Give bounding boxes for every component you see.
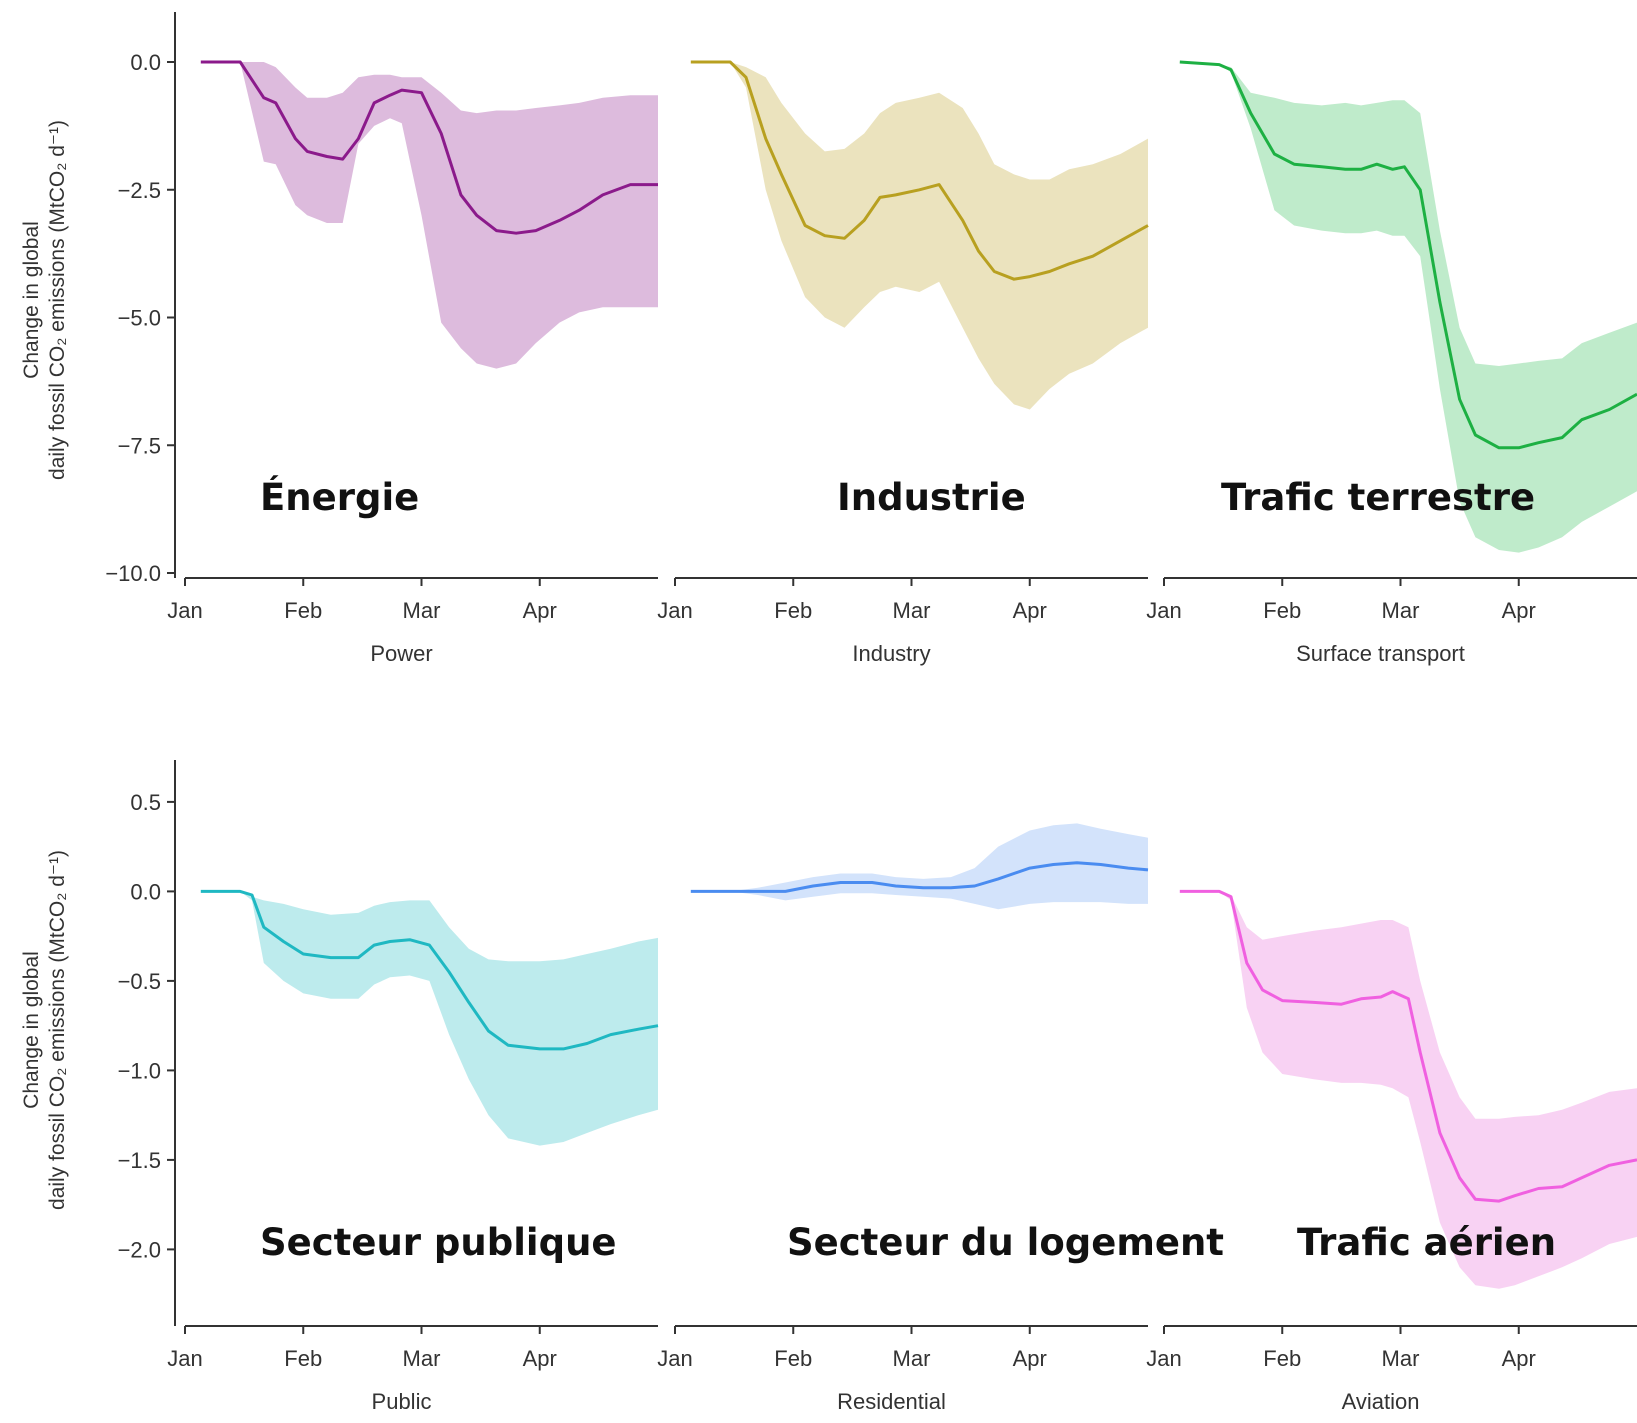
industry-x-tick-label: Apr	[1013, 598, 1047, 623]
surface-transport-french-label: Trafic terrestre	[1221, 476, 1535, 519]
aviation-x-tick-label: Feb	[1263, 1346, 1301, 1371]
residential-x-tick-label: Feb	[774, 1346, 812, 1371]
power-uncertainty-band	[200, 62, 659, 369]
power-y-tick-label: −7.5	[118, 433, 161, 458]
residential-x-tick-label: Mar	[893, 1346, 931, 1371]
y-axis-title-top-line1: Change in global	[20, 221, 43, 379]
public-y-tick-label: −0.5	[118, 969, 161, 994]
aviation-panel: Jan Feb Mar Apr Aviation Trafic aérien	[1146, 889, 1637, 1414]
power-y-tick-label: 0.0	[130, 50, 161, 75]
industry-x-axis-label: Industry	[852, 641, 930, 666]
surface-transport-x-tick-label: Mar	[1382, 598, 1420, 623]
residential-panel: Jan Feb Mar Apr Residential Secteur du logeme…	[657, 823, 1224, 1414]
power-y-tick-label: −5.0	[118, 306, 161, 331]
public-y-tick-label: 0.0	[130, 879, 161, 904]
aviation-x-tick-label: Apr	[1502, 1346, 1536, 1371]
power-mean-line	[200, 60, 658, 235]
public-x-tick-label: Feb	[284, 1346, 322, 1371]
power-x-tick-label: Jan	[167, 598, 202, 623]
public-y-tick-label: 0.5	[130, 790, 161, 815]
industry-x-tick-label: Jan	[657, 598, 692, 623]
aviation-mean-line	[1179, 889, 1637, 1203]
power-x-axis-label: Power	[370, 641, 432, 666]
surface-transport-x-tick-label: Apr	[1502, 598, 1536, 623]
aviation-french-label: Trafic aérien	[1297, 1221, 1556, 1264]
residential-x-tick-label: Apr	[1013, 1346, 1047, 1371]
y-axis-title-bottom-line1: Change in global	[20, 951, 43, 1109]
residential-mean-line	[690, 861, 1149, 893]
surface-transport-x-axis-label: Surface transport	[1296, 641, 1465, 666]
residential-uncertainty-band	[690, 823, 1148, 910]
public-x-tick-label: Jan	[167, 1346, 202, 1371]
surface-transport-mean-line	[1179, 60, 1637, 450]
y-axis-title-bottom-line2: daily fossil CO₂ emissions (MtCO₂ d⁻¹)	[46, 850, 69, 1210]
power-y-tick-label: −10.0	[105, 561, 161, 586]
public-panel: Jan Feb Mar Apr Public 0.5 0.0 −0.5 −1.0 −1.5 −2.0…	[118, 760, 659, 1414]
power-x-tick-label: Feb	[284, 598, 322, 623]
power-french-label: Énergie	[260, 475, 419, 519]
public-x-tick-label: Apr	[523, 1346, 557, 1371]
chart-panels: Jan Feb Mar Apr Power 0.0 −2.5 −5.0 −7.5 −10.0 Éne…	[105, 12, 1637, 1414]
public-x-tick-label: Mar	[403, 1346, 441, 1371]
surface-transport-uncertainty-band	[1179, 62, 1637, 553]
industry-french-label: Industrie	[837, 476, 1026, 519]
surface-transport-x-tick-label: Jan	[1146, 598, 1181, 623]
industry-x-tick-label: Feb	[774, 598, 812, 623]
power-x-tick-label: Apr	[523, 598, 557, 623]
industry-mean-line	[690, 60, 1149, 281]
public-y-tick-label: −2.0	[118, 1237, 161, 1262]
power-x-tick-label: Mar	[403, 598, 441, 623]
residential-french-label: Secteur du logement	[787, 1221, 1224, 1264]
industry-x-tick-label: Mar	[893, 598, 931, 623]
public-y-tick-label: −1.0	[118, 1058, 161, 1083]
industry-uncertainty-band	[690, 62, 1148, 410]
public-x-axis-label: Public	[372, 1389, 432, 1414]
public-y-tick-label: −1.5	[118, 1148, 161, 1173]
surface-transport-panel: Jan Feb Mar Apr Surface transport Trafic terr…	[1146, 60, 1637, 666]
aviation-uncertainty-band	[1179, 891, 1637, 1289]
power-y-tick-label: −2.5	[118, 178, 161, 203]
industry-panel: Jan Feb Mar Apr Industry Industrie	[657, 60, 1149, 666]
residential-x-axis-label: Residential	[837, 1389, 946, 1414]
aviation-x-tick-label: Mar	[1382, 1346, 1420, 1371]
power-panel: Jan Feb Mar Apr Power 0.0 −2.5 −5.0 −7.5 −10.0 Éne…	[105, 12, 659, 666]
aviation-x-tick-label: Jan	[1146, 1346, 1181, 1371]
public-mean-line	[200, 889, 659, 1051]
residential-x-tick-label: Jan	[657, 1346, 692, 1371]
y-axis-title-top-line2: daily fossil CO₂ emissions (MtCO₂ d⁻¹)	[46, 120, 69, 480]
public-french-label: Secteur publique	[260, 1221, 617, 1264]
surface-transport-x-tick-label: Feb	[1263, 598, 1301, 623]
aviation-x-axis-label: Aviation	[1342, 1389, 1420, 1414]
